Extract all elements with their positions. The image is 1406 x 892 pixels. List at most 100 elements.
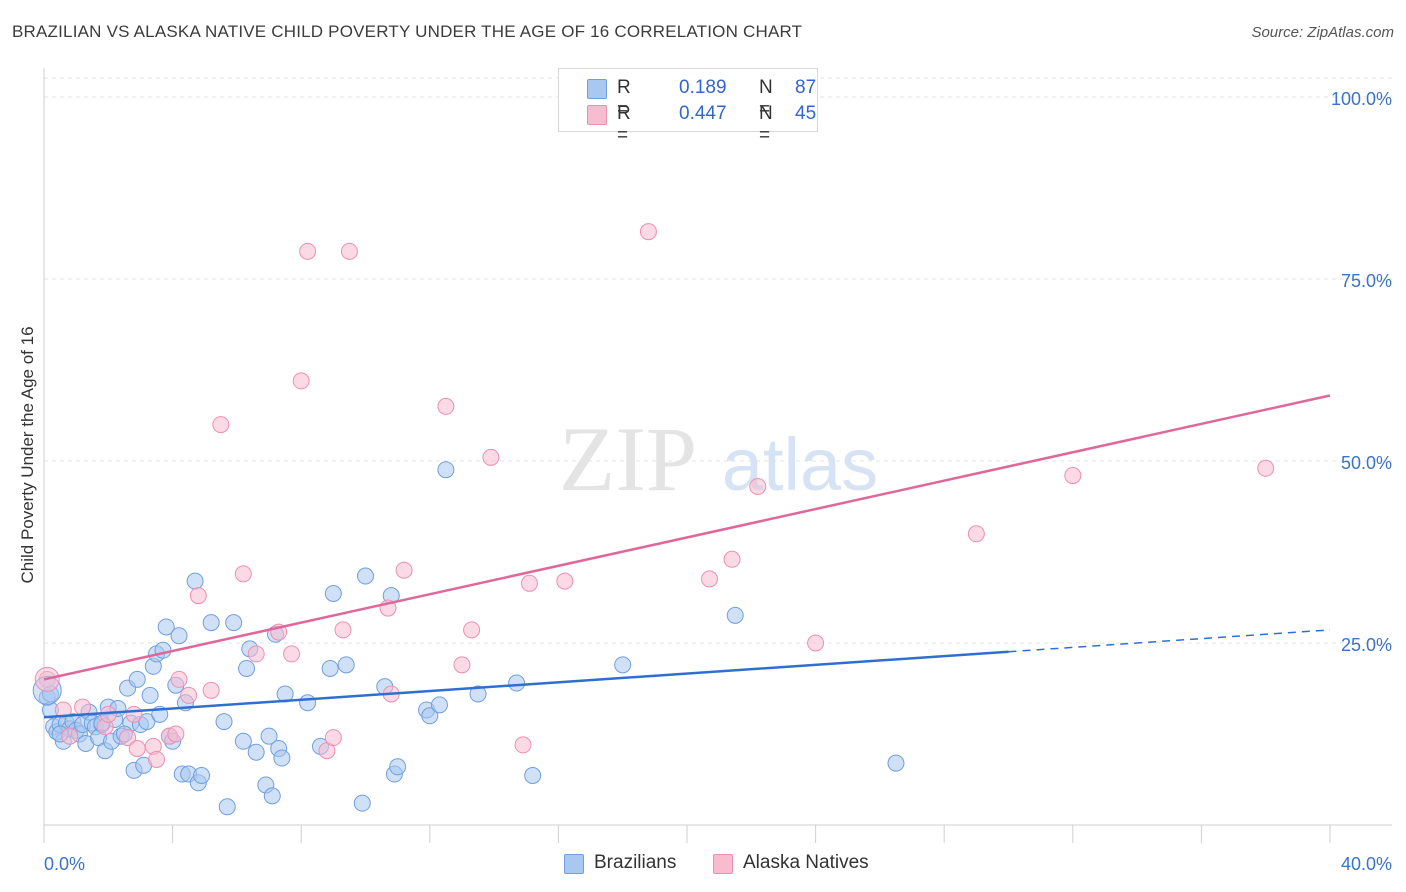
y-tick-label: 75.0% [1341, 271, 1392, 291]
point-alaska-natives [148, 750, 166, 768]
point-alaska-natives [463, 621, 481, 639]
legend-r-value: 0.189 [679, 77, 727, 98]
correlation-legend: R = 0.189 N = 87 R = 0.447 N = 45 [558, 68, 818, 146]
point-brazilians [353, 794, 371, 812]
data-points [32, 223, 1275, 816]
point-alaska-natives [324, 729, 342, 747]
bottom-legend-swatch-alaska-natives [713, 854, 733, 874]
point-alaska-natives [128, 740, 146, 758]
point-alaska-natives [520, 574, 538, 592]
point-brazilians [128, 670, 146, 688]
point-alaska-natives [202, 681, 220, 699]
point-brazilians [186, 572, 204, 590]
x-tick-label-left: 0.0% [44, 854, 85, 874]
point-alaska-natives [247, 645, 265, 663]
legend-n-label: N = [759, 77, 773, 120]
point-alaska-natives [723, 550, 741, 568]
legend-r-label: R = [617, 77, 631, 120]
watermark: ZIP atlas [559, 408, 878, 510]
legend-n-label: N = [759, 103, 773, 146]
axes [43, 68, 1392, 843]
tick-labels: 25.0% 50.0% 75.0% 100.0% 0.0% 40.0% [44, 89, 1392, 874]
legend-r-value: 0.447 [679, 103, 727, 124]
y-tick-label: 25.0% [1341, 635, 1392, 655]
watermark-atlas: atlas [722, 423, 878, 506]
point-brazilians [234, 732, 252, 750]
point-brazilians [726, 606, 744, 624]
point-alaska-natives [292, 372, 310, 390]
point-brazilians [469, 685, 487, 703]
point-brazilians [247, 743, 265, 761]
point-alaska-natives [61, 727, 79, 745]
point-alaska-natives [556, 572, 574, 590]
point-brazilians [508, 674, 526, 692]
legend-n-value: 45 [795, 103, 817, 124]
watermark-zip: ZIP [559, 408, 697, 510]
point-alaska-natives [283, 645, 301, 663]
point-brazilians [524, 766, 542, 784]
bottom-legend-label-alaska-natives: Alaska Natives [743, 852, 869, 873]
point-alaska-natives [453, 656, 471, 674]
point-brazilians [154, 641, 172, 659]
point-alaska-natives [180, 686, 198, 704]
point-alaska-natives [170, 670, 188, 688]
point-alaska-natives [701, 570, 719, 588]
point-brazilians [299, 694, 317, 712]
point-alaska-natives [74, 698, 92, 716]
point-brazilians [614, 656, 632, 674]
point-brazilians [389, 758, 407, 776]
point-alaska-natives [639, 223, 657, 241]
point-brazilians [225, 614, 243, 632]
point-brazilians [437, 461, 455, 479]
point-alaska-natives [125, 705, 143, 723]
bottom-legend-label-brazilians: Brazilians [594, 852, 677, 873]
point-alaska-natives [212, 416, 230, 434]
point-alaska-natives [334, 621, 352, 639]
point-brazilians [357, 567, 374, 585]
grid-lines [44, 77, 1392, 644]
point-alaska-natives [1064, 467, 1082, 485]
y-tick-label: 50.0% [1341, 453, 1392, 473]
point-brazilians [157, 618, 175, 636]
point-alaska-natives [54, 701, 72, 719]
point-brazilians [218, 798, 236, 816]
point-alaska-natives [119, 729, 137, 747]
point-brazilians [215, 713, 233, 731]
point-alaska-natives [749, 477, 767, 495]
x-tick-label-right: 40.0% [1341, 854, 1392, 874]
point-brazilians [421, 707, 439, 725]
point-brazilians [887, 754, 905, 772]
point-alaska-natives [807, 634, 825, 652]
trend-extension-brazilians [1008, 629, 1331, 653]
point-brazilians [430, 696, 448, 714]
point-brazilians [170, 627, 188, 645]
point-brazilians [193, 766, 211, 784]
legend-swatch-brazilians [587, 79, 607, 99]
point-alaska-natives [395, 561, 413, 579]
point-alaska-natives [437, 397, 455, 415]
point-brazilians [138, 713, 156, 731]
legend-n-value: 87 [795, 77, 817, 98]
point-alaska-natives [189, 587, 207, 605]
point-brazilians [324, 584, 342, 602]
point-alaska-natives [514, 736, 532, 754]
point-brazilians [238, 659, 256, 677]
point-brazilians [321, 659, 339, 677]
point-brazilians [141, 686, 159, 704]
trend-line-alaska-natives [43, 394, 1331, 681]
bottom-legend-swatch-brazilians [564, 854, 584, 874]
point-brazilians [260, 727, 278, 745]
point-brazilians [337, 656, 355, 674]
point-alaska-natives [340, 242, 358, 260]
chart-title: BRAZILIAN VS ALASKA NATIVE CHILD POVERTY… [12, 22, 803, 41]
point-brazilians [273, 749, 291, 767]
trend-line-brazilians [43, 650, 1009, 719]
point-alaska-natives [1257, 459, 1275, 477]
point-alaska-natives [299, 242, 317, 260]
legend-swatch-alaska-natives [587, 105, 607, 125]
point-alaska-natives [234, 565, 252, 583]
point-alaska-natives [167, 725, 185, 743]
point-alaska-natives [967, 525, 985, 543]
legend-r-label: R = [617, 103, 631, 146]
